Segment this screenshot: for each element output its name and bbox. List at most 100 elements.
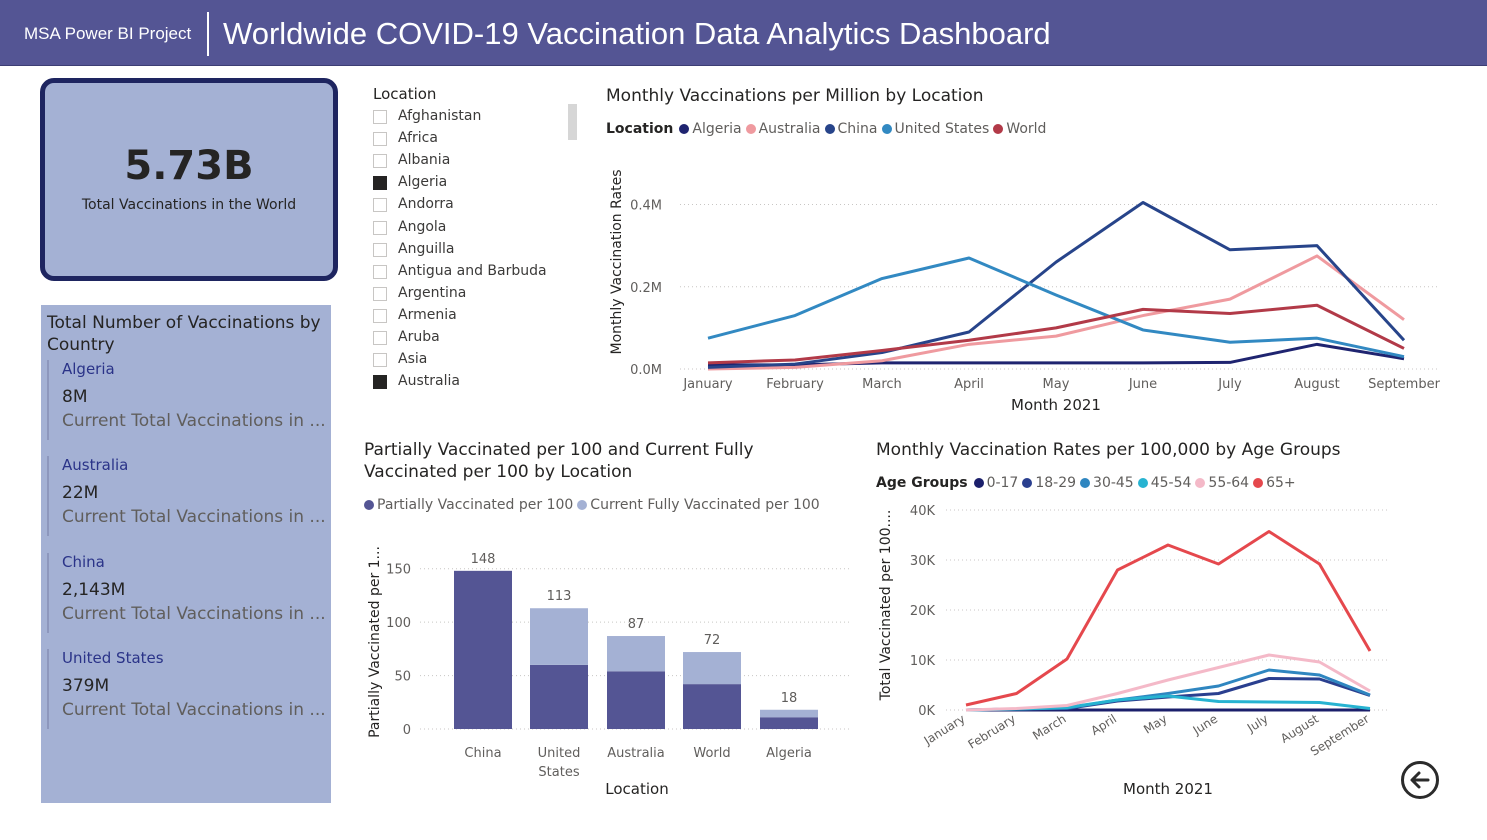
legend-item[interactable]: Algeria <box>679 121 742 137</box>
chart1-monthly-per-million[interactable]: 0.0M 0.2M 0.4M January February March April May… <box>600 70 1450 415</box>
chart3-legend: Age Groups 0-17 18-29 30-45 45-54 55-64 65+ <box>876 475 1300 491</box>
legend-item[interactable]: 0-17 <box>973 475 1019 491</box>
legend-label: Partially Vaccinated per 100 <box>377 497 574 513</box>
x-tick-label: July <box>1244 712 1271 736</box>
slicer-scrollbar[interactable] <box>568 104 577 140</box>
back-button[interactable] <box>1401 761 1439 799</box>
legend-item[interactable]: Partially Vaccinated per 100 <box>364 497 573 513</box>
slicer-item-andorra[interactable]: Andorra <box>373 194 573 216</box>
legend-marker <box>1022 478 1033 488</box>
legend-title: Age Groups <box>876 475 968 491</box>
legend-item[interactable]: Current Fully Vaccinated per 100 <box>577 497 820 513</box>
slicer-item-angola[interactable]: Angola <box>373 217 573 239</box>
x-tick-label: June <box>1128 377 1157 392</box>
series-line-australia <box>707 254 1405 371</box>
multirow-item-united-states[interactable]: United States 379M Current Total Vaccina… <box>47 649 327 729</box>
x-tick-label: March <box>862 377 902 392</box>
slicer-checkbox[interactable] <box>373 176 387 191</box>
bar-full <box>683 652 741 685</box>
bar-partial <box>454 570 512 729</box>
slicer-checkbox[interactable] <box>373 220 387 235</box>
slicer-checkbox[interactable] <box>373 110 387 124</box>
y-tick-label: 0.2M <box>630 281 662 296</box>
series-line-age-65plus <box>965 530 1372 707</box>
slicer-item-albania[interactable]: Albania <box>373 150 573 172</box>
multirow-country-name: Algeria <box>62 360 115 378</box>
y-tick-label: 20K <box>910 604 936 619</box>
legend-item[interactable]: China <box>824 121 878 137</box>
slicer-item-anguilla[interactable]: Anguilla <box>373 239 573 261</box>
legend-item[interactable]: 55-64 <box>1195 475 1249 491</box>
legend-label: 30-45 <box>1093 475 1134 491</box>
bar-partial <box>760 717 818 729</box>
data-label: 18 <box>781 691 798 706</box>
y-tick-label: 150 <box>386 563 411 578</box>
slicer-item-antigua-and-barbuda[interactable]: Antigua and Barbuda <box>373 261 573 283</box>
header-divider <box>207 12 209 56</box>
slicer-checkbox[interactable] <box>373 264 387 279</box>
slicer-checkbox[interactable] <box>373 353 387 368</box>
multirow-item-algeria[interactable]: Algeria 8M Current Total Vaccinations in… <box>47 360 327 440</box>
y-tick-label: 40K <box>910 504 936 519</box>
x-tick-label: January <box>682 377 733 392</box>
legend-item[interactable]: World <box>993 121 1046 137</box>
slicer-checkbox[interactable] <box>373 286 387 301</box>
slicer-item-africa[interactable]: Africa <box>373 128 573 150</box>
country-multirow-card[interactable]: Total Number of Vaccinations by Country … <box>41 305 331 803</box>
y-tick-label: 10K <box>910 654 936 669</box>
slicer-item-algeria[interactable]: Algeria <box>373 172 573 194</box>
y-tick-label: 100 <box>386 616 411 631</box>
legend-label: World <box>1006 121 1047 137</box>
x-tick-label: World <box>693 746 730 761</box>
chart2-title: Partially Vaccinated per 100 and Current… <box>364 440 754 482</box>
slicer-checkbox[interactable] <box>373 198 387 213</box>
legend-label: 45-54 <box>1150 475 1192 491</box>
series-line-united-states <box>707 256 1405 359</box>
slicer-item-armenia[interactable]: Armenia <box>373 305 573 327</box>
slicer-checkbox[interactable] <box>373 132 387 147</box>
slicer-item-afghanistan[interactable]: Afghanistan <box>373 106 573 128</box>
slicer-checkbox[interactable] <box>373 154 387 169</box>
x-tick-label: May <box>1043 377 1070 392</box>
slicer-item-australia[interactable]: Australia <box>373 371 573 393</box>
x-tick-label: August <box>1278 712 1321 746</box>
legend-item[interactable]: 45-54 <box>1137 475 1192 491</box>
slicer-item-asia[interactable]: Asia <box>373 349 573 371</box>
slicer-checkbox[interactable] <box>373 375 387 390</box>
legend-label: China <box>837 121 878 137</box>
slicer-checkbox[interactable] <box>373 308 387 323</box>
x-axis-title: Month 2021 <box>1123 780 1213 798</box>
slicer-item-argentina[interactable]: Argentina <box>373 283 573 305</box>
slicer-checkbox[interactable] <box>373 331 387 345</box>
chart1-legend: Location Algeria Australia China United Stat… <box>606 121 1050 137</box>
legend-item[interactable]: 65+ <box>1253 475 1296 491</box>
location-slicer[interactable]: Location Afghanistan Africa Albania Algeria… <box>362 82 582 394</box>
multirow-item-australia[interactable]: Australia 22M Current Total Vaccinations… <box>47 456 327 536</box>
brand-label: MSA Power BI Project <box>24 24 192 43</box>
slicer-checkbox[interactable] <box>373 242 387 257</box>
series-line-age-30-45 <box>965 668 1371 712</box>
legend-item[interactable]: Australia <box>745 121 821 137</box>
bar-full <box>530 608 588 665</box>
series-line-world <box>707 303 1405 365</box>
legend-title: Location <box>606 121 674 137</box>
legend-item[interactable]: United States <box>881 121 989 137</box>
chart2-vaccinated-per-100[interactable]: 0 50 100 150 148 China 113 United States 87 Austra… <box>360 525 860 805</box>
multirow-value: 22M <box>62 483 99 503</box>
multirow-value: 2,143M <box>62 580 126 600</box>
legend-item[interactable]: 18-29 <box>1022 475 1076 491</box>
legend-label: 0-17 <box>986 475 1019 491</box>
legend-marker <box>1080 478 1091 488</box>
multirow-item-china[interactable]: China 2,143M Current Total Vaccinations … <box>47 553 327 633</box>
slicer-item-aruba[interactable]: Aruba <box>373 327 573 349</box>
total-vaccinations-card[interactable]: 5.73B Total Vaccinations in the World <box>40 78 338 281</box>
multirow-country-name: China <box>62 553 105 571</box>
slicer-title: Location <box>373 85 437 103</box>
series-line-china <box>707 201 1406 369</box>
x-tick-label: Australia <box>607 746 665 761</box>
legend-item[interactable]: 30-45 <box>1080 475 1134 491</box>
y-tick-label: 30K <box>910 554 936 569</box>
card-label: Total Vaccinations in the World <box>81 197 297 213</box>
slicer-item-label: Andorra <box>398 196 454 213</box>
